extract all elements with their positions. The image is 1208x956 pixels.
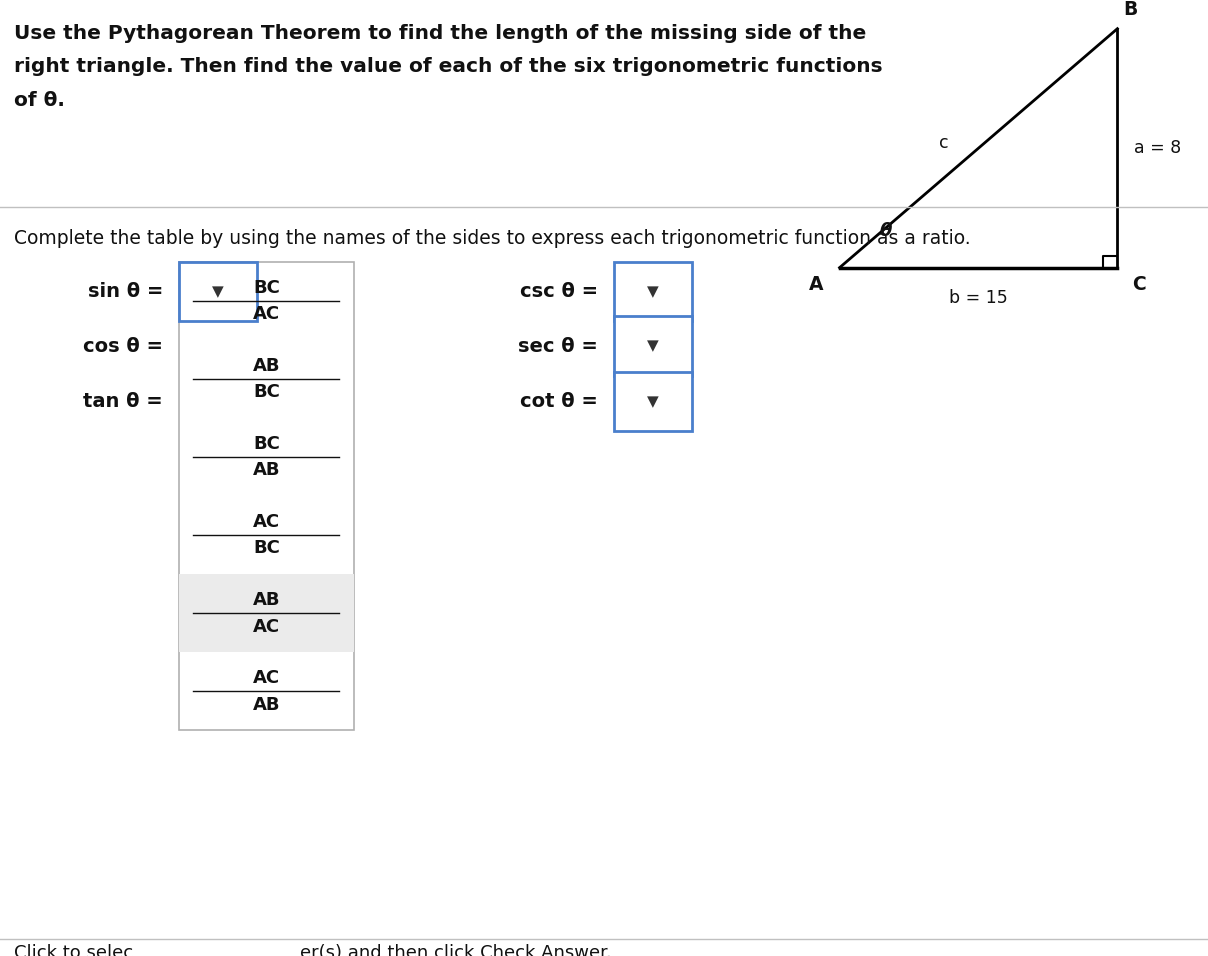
Text: θ: θ [879, 223, 892, 240]
Text: ▼: ▼ [647, 284, 658, 299]
Text: AC: AC [252, 618, 280, 636]
Text: BC: BC [252, 435, 280, 453]
FancyBboxPatch shape [614, 316, 692, 376]
Text: sin θ =: sin θ = [88, 282, 163, 301]
Text: Click to selec: Click to selec [14, 944, 134, 956]
Text: A: A [809, 275, 824, 294]
Text: cos θ =: cos θ = [83, 337, 163, 356]
Text: b = 15: b = 15 [949, 289, 1007, 307]
Text: ▼: ▼ [213, 284, 223, 299]
Text: a = 8: a = 8 [1134, 140, 1181, 157]
Text: B: B [1123, 0, 1138, 19]
Text: cot θ =: cot θ = [521, 392, 598, 411]
Text: tan θ =: tan θ = [83, 392, 163, 411]
Text: ▼: ▼ [647, 338, 658, 354]
Text: ▼: ▼ [647, 394, 658, 409]
FancyBboxPatch shape [179, 575, 354, 652]
Text: BC: BC [252, 383, 280, 402]
Text: BC: BC [252, 539, 280, 557]
Text: C: C [1132, 275, 1145, 294]
Text: right triangle. Then find the value of each of the six trigonometric functions: right triangle. Then find the value of e… [14, 57, 883, 76]
Text: csc θ =: csc θ = [519, 282, 598, 301]
Text: AC: AC [252, 305, 280, 323]
Text: of θ.: of θ. [14, 91, 65, 110]
Text: sec θ =: sec θ = [518, 337, 598, 356]
Text: Complete the table by using the names of the sides to express each trigonometric: Complete the table by using the names of… [14, 229, 971, 249]
Text: AB: AB [252, 591, 280, 609]
Text: AB: AB [252, 462, 280, 479]
Text: c: c [939, 135, 948, 152]
Text: AB: AB [252, 357, 280, 375]
Text: AC: AC [252, 669, 280, 687]
Text: AC: AC [252, 513, 280, 531]
FancyBboxPatch shape [614, 372, 692, 431]
Text: AB: AB [252, 696, 280, 713]
Text: er(s) and then click Check Answer.: er(s) and then click Check Answer. [300, 944, 611, 956]
Text: BC: BC [252, 279, 280, 296]
FancyBboxPatch shape [179, 262, 257, 321]
FancyBboxPatch shape [179, 262, 354, 730]
FancyBboxPatch shape [614, 262, 692, 321]
Text: Use the Pythagorean Theorem to find the length of the missing side of the: Use the Pythagorean Theorem to find the … [14, 24, 867, 43]
